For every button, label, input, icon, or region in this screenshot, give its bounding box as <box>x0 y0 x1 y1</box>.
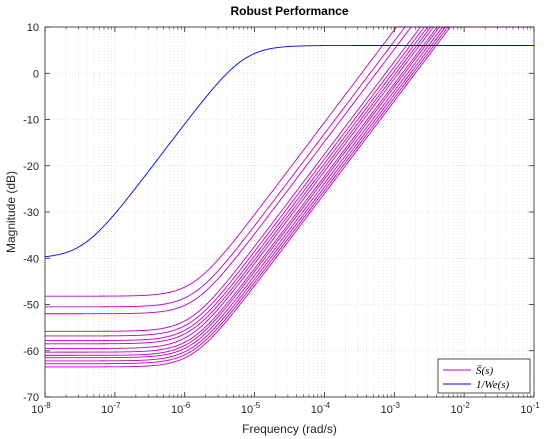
x-axis-label: Frequency (rad/s) <box>242 422 337 436</box>
x-tick-labels: 10-8 10-7 10-6 10-5 10-4 10-3 10-2 10-1 <box>31 401 540 416</box>
x-tick-exponent: -2 <box>463 401 471 410</box>
y-tick-label: -40 <box>23 253 39 265</box>
legend-label-0: S̄(s) <box>476 365 493 377</box>
y-tick-label: 10 <box>27 22 39 34</box>
x-tick-exponent: -4 <box>323 401 331 410</box>
x-tick-label: 10-1 <box>520 401 540 416</box>
x-tick-base: 10 <box>171 404 183 416</box>
y-tick-labels: -70 -60 -50 -40 -30 -20 -10 0 10 <box>23 22 39 404</box>
legend-label-1: 1/We(s) <box>476 379 510 391</box>
y-tick-label: -10 <box>23 115 39 127</box>
x-tick-label: 10-7 <box>101 401 121 416</box>
x-tick-base: 10 <box>311 404 323 416</box>
x-tick-base: 10 <box>450 404 462 416</box>
x-tick-base: 10 <box>520 404 532 416</box>
chart-title: Robust Performance <box>230 4 348 18</box>
x-tick-base: 10 <box>31 404 43 416</box>
x-tick-exponent: -5 <box>253 401 261 410</box>
x-tick-label: 10-5 <box>241 401 261 416</box>
y-tick-label: -50 <box>23 300 39 312</box>
x-tick-base: 10 <box>101 404 113 416</box>
x-tick-exponent: -8 <box>44 401 52 410</box>
x-tick-exponent: -7 <box>113 401 121 410</box>
y-tick-label: -70 <box>23 392 39 404</box>
legend: S̄(s) 1/We(s) <box>437 358 531 394</box>
x-tick-base: 10 <box>241 404 253 416</box>
y-tick-label: -20 <box>23 161 39 173</box>
x-tick-label: 10-2 <box>450 401 470 416</box>
y-tick-label: 0 <box>33 68 39 80</box>
weight-curve <box>44 45 534 258</box>
x-tick-exponent: -3 <box>393 401 401 410</box>
x-tick-label: 10-3 <box>381 401 401 416</box>
y-tick-label: -60 <box>23 346 39 358</box>
x-tick-label: 10-8 <box>31 401 51 416</box>
x-tick-base: 10 <box>381 404 393 416</box>
legend-box <box>437 358 531 394</box>
x-tick-label: 10-6 <box>171 401 191 416</box>
x-tick-exponent: -6 <box>183 401 191 410</box>
x-tick-exponent: -1 <box>533 401 541 410</box>
x-tick-label: 10-4 <box>311 401 331 416</box>
y-axis-label: Magnitude (dB) <box>4 171 18 253</box>
axis-ticks <box>44 26 535 398</box>
y-tick-label: -30 <box>23 207 39 219</box>
